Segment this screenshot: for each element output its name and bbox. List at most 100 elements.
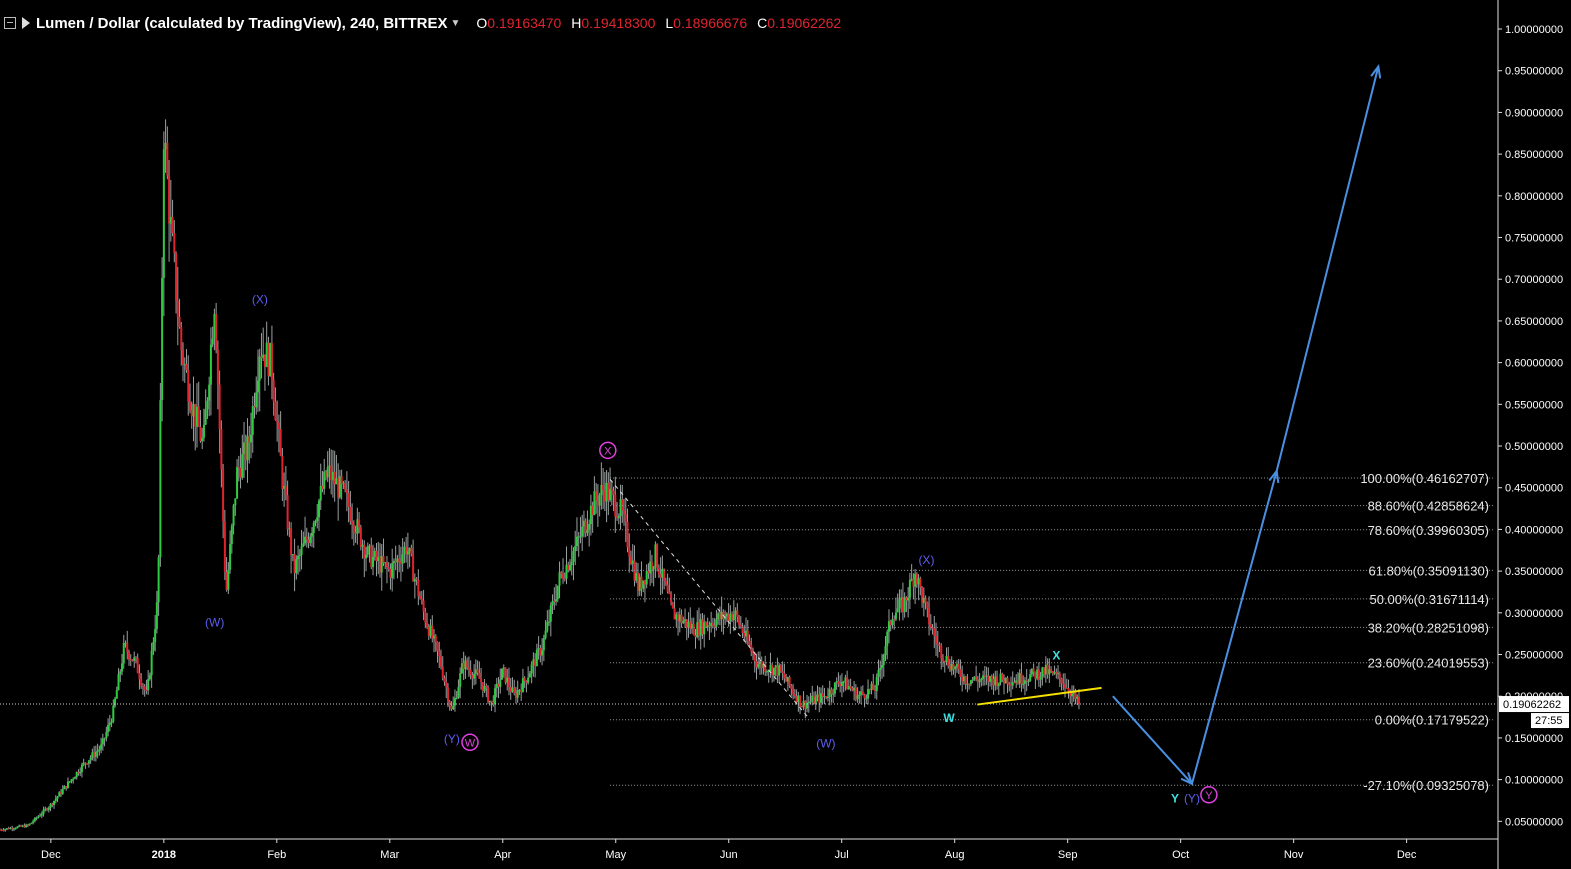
candle-body	[1036, 669, 1039, 679]
candle-body	[581, 526, 584, 537]
candle-body	[253, 405, 256, 408]
candle-body	[110, 721, 113, 723]
candle-body	[758, 661, 761, 665]
countdown-label: 27:55	[1535, 715, 1563, 727]
candle-body	[989, 676, 992, 682]
candle-body	[194, 403, 197, 427]
candle-body	[893, 619, 896, 621]
candle-body	[178, 316, 181, 328]
chart-header: Lumen / Dollar (calculated by TradingVie…	[4, 12, 851, 34]
candle-body	[957, 663, 960, 670]
candle-body	[429, 625, 432, 636]
candle-body	[577, 536, 580, 538]
candle-body	[1009, 684, 1012, 686]
candle-body	[131, 659, 134, 661]
collapse-icon[interactable]	[4, 17, 16, 29]
candle-body	[234, 498, 237, 506]
candle-body	[225, 572, 228, 590]
candle-body	[148, 675, 151, 680]
candle-body	[1076, 696, 1079, 699]
candle-body	[628, 547, 631, 557]
candle-body	[103, 738, 106, 740]
candle-body	[87, 760, 90, 764]
candle-body	[283, 486, 286, 489]
candle-body	[624, 514, 627, 522]
chevron-down-icon[interactable]: ▼	[450, 17, 461, 29]
ohlc-low: L0.18966676	[665, 15, 748, 31]
price-tick-label: 0.70000000	[1505, 274, 1563, 286]
candle-body	[602, 484, 605, 491]
candle-body	[779, 665, 782, 672]
candle-body	[605, 482, 608, 502]
candle-body	[595, 491, 598, 501]
candle-body	[1064, 684, 1067, 688]
dashed-trend-line	[609, 479, 809, 718]
candle-body	[600, 484, 603, 496]
candle-body	[244, 442, 247, 461]
candle-body	[481, 682, 484, 691]
candle-body	[795, 696, 798, 703]
time-tick-label: Dec	[1397, 849, 1417, 861]
candle-body	[853, 687, 856, 691]
candle-body	[366, 546, 369, 555]
candle-body	[521, 677, 524, 692]
candle-body	[677, 614, 680, 622]
candle-body	[659, 574, 662, 578]
candle-body	[19, 825, 22, 827]
candle-body	[314, 521, 317, 523]
candle-body	[246, 436, 249, 461]
candle-body	[408, 547, 411, 552]
symbol-title[interactable]: Lumen / Dollar (calculated by TradingVie…	[36, 14, 448, 32]
candle-body	[502, 667, 505, 669]
candle-body	[269, 343, 272, 377]
time-tick-label: Feb	[267, 849, 286, 861]
candle-body	[598, 495, 601, 506]
candle-body	[47, 807, 50, 811]
candle-body	[60, 792, 63, 794]
candle-body	[44, 808, 47, 810]
candle-body	[907, 597, 910, 601]
candle-body	[579, 536, 582, 538]
candle-body	[4, 829, 7, 831]
candle-body	[741, 626, 744, 634]
candle-body	[70, 779, 73, 782]
candle-body	[51, 803, 54, 805]
candle-body	[401, 554, 404, 564]
candle-body	[501, 668, 504, 680]
candle-body	[319, 485, 322, 501]
candle-body	[636, 572, 639, 591]
candle-body	[399, 561, 402, 564]
candle-body	[185, 364, 188, 370]
candle-body	[424, 611, 427, 623]
candle-body	[689, 621, 692, 629]
candle-body	[830, 689, 833, 695]
candle-body	[356, 519, 359, 534]
countdown-badge	[1531, 713, 1569, 729]
candle-body	[664, 580, 667, 585]
candle-body	[894, 612, 897, 620]
candle-body	[145, 689, 148, 691]
candle-body	[1046, 664, 1049, 675]
candle-body	[994, 676, 997, 686]
candle-body	[286, 495, 289, 530]
candle-body	[192, 403, 195, 417]
candle-body	[331, 471, 334, 481]
price-tick-label: 0.30000000	[1505, 608, 1563, 620]
candle-body	[426, 622, 429, 627]
candle-body	[440, 656, 443, 667]
candle-body	[568, 565, 571, 571]
candle-body	[232, 505, 235, 526]
candle-body	[180, 327, 183, 350]
candle-body	[739, 624, 742, 627]
candle-body	[638, 576, 641, 591]
candle-body	[385, 562, 388, 568]
candle-body	[171, 216, 174, 233]
candle-body	[433, 635, 436, 639]
candle-body	[513, 687, 516, 694]
candle-body	[943, 660, 946, 663]
candle-body	[520, 689, 523, 692]
candle-body	[968, 683, 971, 685]
candle-body	[419, 595, 422, 599]
candle-body	[86, 763, 89, 765]
